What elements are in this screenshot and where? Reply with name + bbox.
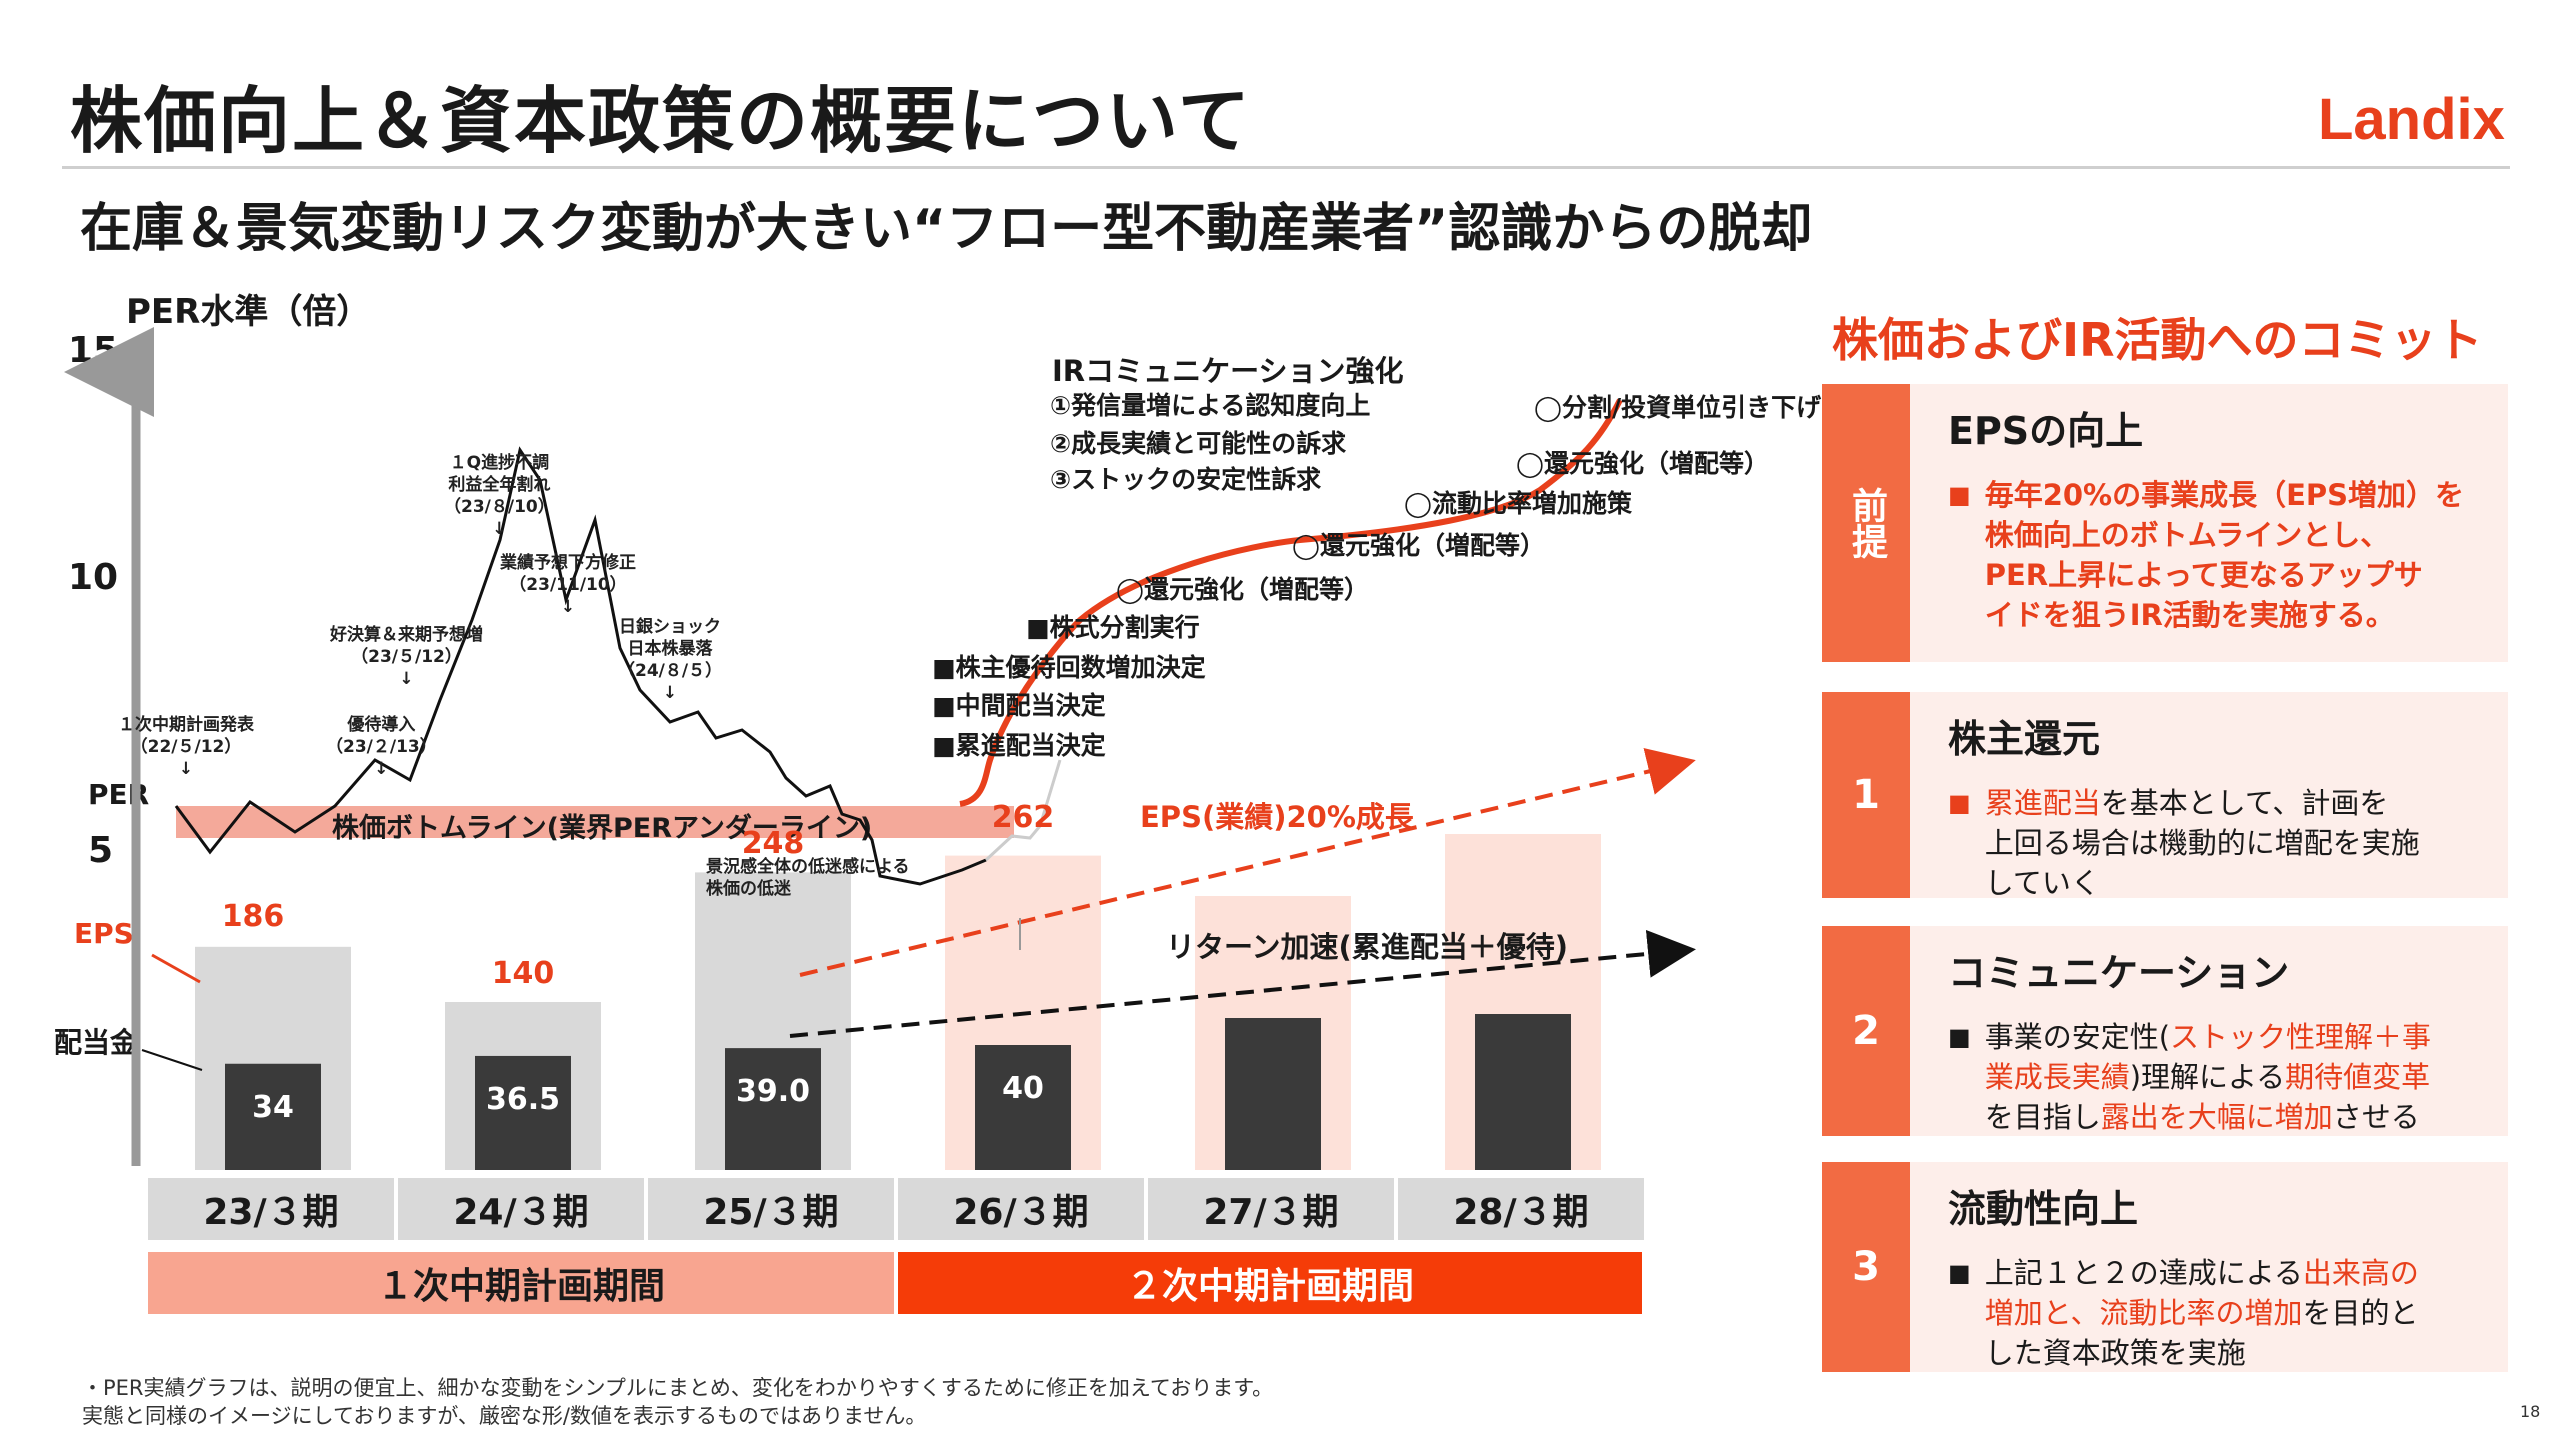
footnote-line: ・PER実績グラフは、説明の便宜上、細かな変動をシンプルにまとめ、変化をわかりや…	[82, 1372, 1273, 1402]
box-title: 流動性向上	[1948, 1178, 2508, 1233]
per-annotation: １次中期計画発表 （22/５/12） ↓	[118, 714, 254, 780]
logo: Landix	[2318, 86, 2505, 153]
dividend-value-label: 40	[975, 1071, 1071, 1106]
bullet-icon: ■	[1948, 1259, 1971, 1373]
eps-value-label: 186	[213, 899, 293, 934]
bullet-icon: ■	[1948, 1023, 1971, 1137]
footnote-line: 実態と同様のイメージにしておりますが、厳密な形/数値を表示するものではありません…	[82, 1400, 926, 1430]
box-tab: 2	[1822, 926, 1910, 1136]
return-accel-label: リターン加速(累進配当＋優待)	[1166, 924, 1568, 966]
bullet-icon: ■	[1948, 789, 1971, 903]
dividend-value-label: 36.5	[475, 1082, 571, 1117]
category-label: 25/３期	[648, 1178, 894, 1240]
action-item: ■株式分割実行	[1026, 608, 1200, 644]
action-item: ■株主優待回数増加決定	[932, 648, 1206, 684]
per-chart: PER水準（倍） 15 10 5 PER EPS 配当金 株価ボトムライン(業界…	[0, 0, 1800, 1440]
box-text: 事業の安定性(ストック性理解＋事 業成長実績)理解による期待値変革 を目指し露出…	[1985, 1017, 2431, 1137]
commit-heading: 株価およびIR活動へのコミット	[1832, 304, 2483, 370]
per-annotation: 優待導入 （23/２/13） ↓	[326, 714, 437, 780]
page-number: 18	[2520, 1402, 2540, 1421]
liquidity-box: 3 流動性向上 ■ 上記１と２の達成による出来高の 増加と、流動比率の増加を目的…	[1822, 1162, 2508, 1372]
box-text: 毎年20%の事業成長（EPS増加）を 株価向上のボトムラインとし、 PER上昇に…	[1985, 475, 2464, 635]
per-actual-line	[176, 450, 986, 884]
premise-tab: 前提	[1822, 384, 1910, 662]
box-tab: 3	[1822, 1162, 1910, 1372]
dividend-value-label: 39.0	[725, 1074, 821, 1109]
plan-item: ◯還元強化（増配等）	[1516, 444, 1769, 480]
category-label: 27/３期	[1148, 1178, 1394, 1240]
per-annotation: １Q進捗不調 利益全年割れ （23/８/10） ↓	[444, 452, 555, 540]
communication-box: 2 コミュニケーション ■ 事業の安定性(ストック性理解＋事 業成長実績)理解に…	[1822, 926, 2508, 1136]
plan-item: ◯流動比率増加施策	[1404, 484, 1632, 520]
ir-item: ③ストックの安定性訴求	[1050, 460, 1321, 496]
per-annotation: 景況感全体の低迷感による 株価の低迷	[706, 856, 910, 900]
category-label: 23/３期	[148, 1178, 394, 1240]
return-box: 1 株主還元 ■ 累進配当を基本として、計画を 上回る場合は機動的に増配を実施 …	[1822, 692, 2508, 898]
category-label: 28/３期	[1398, 1178, 1644, 1240]
eps-leader-line	[152, 955, 200, 982]
bullet-icon: ■	[1948, 481, 1971, 635]
dividend-leader-line	[142, 1050, 202, 1070]
eps-value-label: 140	[483, 956, 563, 991]
ir-item: ②成長実績と可能性の訴求	[1050, 424, 1346, 460]
box-text: 上記１と２の達成による出来高の 増加と、流動比率の増加を目的と した資本政策を実…	[1985, 1253, 2419, 1373]
premise-box: 前提 EPSの向上 ■ 毎年20%の事業成長（EPS増加）を 株価向上のボトムラ…	[1822, 384, 2508, 662]
action-item: ■累進配当決定	[932, 726, 1106, 762]
plan-item: ◯分割/投資単位引き下げ	[1534, 388, 1821, 424]
dividend-bar	[1475, 1014, 1571, 1170]
ir-item: ①発信量増による認知度向上	[1050, 386, 1370, 422]
action-item: ■中間配当決定	[932, 686, 1106, 722]
per-annotation: 業績予想下方修正 （23/11/10） ↓	[500, 552, 636, 618]
eps-growth-label: EPS(業績)20%成長	[1140, 794, 1414, 836]
dividend-bar	[975, 1045, 1071, 1170]
per-annotation: 好決算＆来期予想増 （23/５/12） ↓	[330, 624, 483, 690]
box-title: 株主還元	[1948, 708, 2508, 763]
category-label: 26/３期	[898, 1178, 1144, 1240]
box-text: 累進配当を基本として、計画を 上回る場合は機動的に増配を実施 していく	[1985, 783, 2420, 903]
plan-item: ◯還元強化（増配等）	[1292, 526, 1545, 562]
dividend-bar	[1225, 1018, 1321, 1170]
category-label: 24/３期	[398, 1178, 644, 1240]
period-1: １次中期計画期間	[148, 1252, 894, 1314]
ir-title: IRコミュニケーション強化	[1052, 348, 1404, 390]
dividend-value-label: 34	[225, 1090, 321, 1125]
period-2: ２次中期計画期間	[898, 1252, 1642, 1314]
per-annotation: 日銀ショック 日本株暴落 （24/８/５） ↓	[618, 616, 722, 704]
box-title: コミュニケーション	[1948, 942, 2508, 997]
box-title: EPSの向上	[1948, 400, 2508, 455]
eps-value-label: 262	[983, 800, 1063, 835]
plan-item: ◯還元強化（増配等）	[1116, 570, 1369, 606]
box-tab: 1	[1822, 692, 1910, 898]
